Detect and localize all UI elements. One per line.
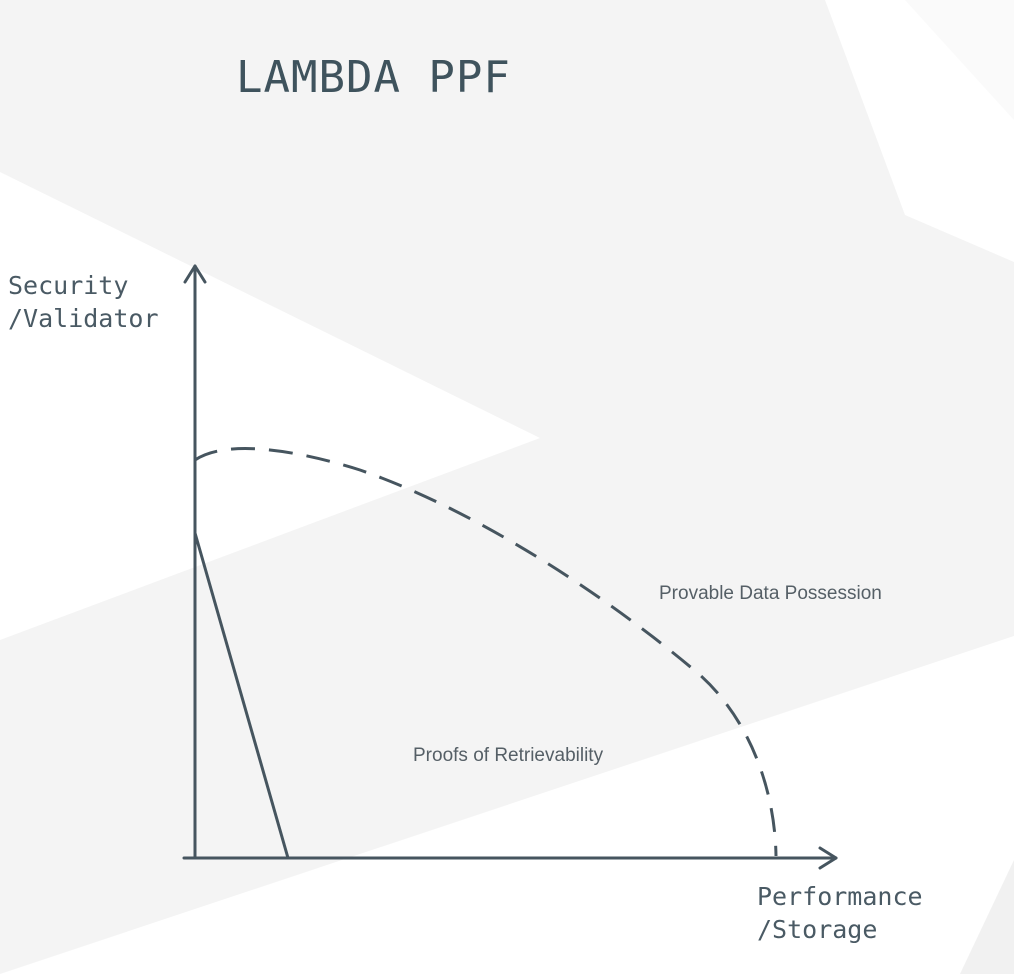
- page-title: LAMBDA PPF: [236, 52, 511, 103]
- x-axis-label-line2: /Storage: [757, 915, 878, 944]
- x-axis-label: Performance /Storage: [757, 880, 923, 946]
- y-axis-arrow-icon: [183, 264, 207, 284]
- axes: [182, 264, 838, 870]
- background-shape-bottom-right: [960, 860, 1014, 974]
- proofs-of-retrievability-curve: [193, 532, 290, 859]
- x-axis-arrow-icon: [818, 846, 838, 870]
- proofs-of-retrievability-label: Proofs of Retrievability: [413, 745, 604, 766]
- x-axis-label-line1: Performance: [757, 882, 923, 911]
- y-axis-label-line1: Security: [8, 271, 129, 300]
- provable-data-possession-label: Provable Data Possession: [659, 583, 882, 604]
- y-axis-label: Security /Validator: [8, 269, 159, 335]
- background-shape-corner: [905, 0, 1014, 120]
- provable-data-possession-curve: [194, 447, 778, 857]
- y-axis-label-line2: /Validator: [8, 304, 159, 333]
